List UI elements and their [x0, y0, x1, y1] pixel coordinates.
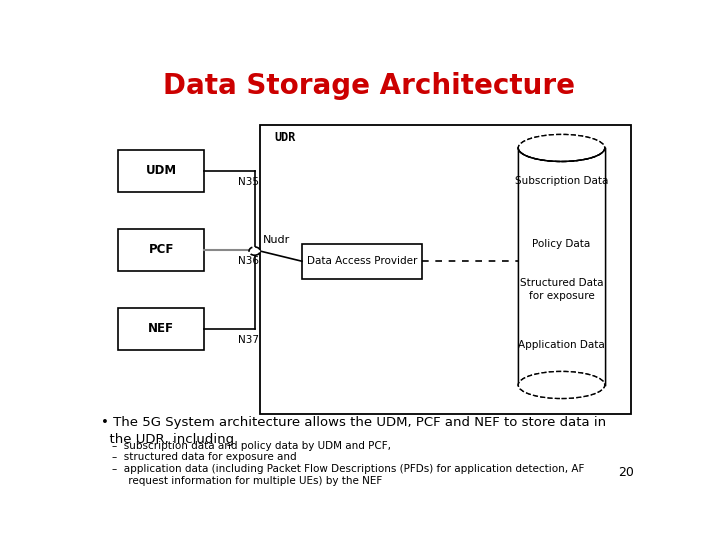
- Ellipse shape: [518, 372, 605, 399]
- Text: Subscription Data: Subscription Data: [515, 176, 608, 186]
- Text: –  subscription data and policy data by UDM and PCF,: – subscription data and policy data by U…: [112, 441, 392, 451]
- Text: –  application data (including Packet Flow Descriptions (PFDs) for application d: – application data (including Packet Flo…: [112, 464, 585, 487]
- Text: Data Access Provider: Data Access Provider: [307, 256, 417, 266]
- Bar: [518, 148, 605, 385]
- Bar: [118, 229, 204, 271]
- Bar: [260, 125, 631, 414]
- Text: Nudr: Nudr: [263, 235, 290, 245]
- Ellipse shape: [518, 134, 605, 161]
- Text: N35: N35: [238, 177, 259, 187]
- Text: –  structured data for exposure and: – structured data for exposure and: [112, 453, 297, 462]
- Text: N36: N36: [238, 256, 259, 266]
- Ellipse shape: [518, 134, 605, 161]
- Circle shape: [249, 247, 260, 255]
- Text: Data Storage Architecture: Data Storage Architecture: [163, 72, 575, 99]
- Text: N37: N37: [238, 335, 259, 345]
- Bar: [118, 150, 204, 192]
- Text: Policy Data: Policy Data: [532, 239, 590, 248]
- Text: NEF: NEF: [148, 322, 174, 335]
- Text: PCF: PCF: [148, 244, 174, 256]
- Ellipse shape: [518, 372, 605, 399]
- Bar: [302, 244, 422, 279]
- Text: 20: 20: [618, 465, 634, 478]
- Text: Structured Data
for exposure: Structured Data for exposure: [520, 278, 603, 301]
- Text: Application Data: Application Data: [518, 340, 605, 350]
- Bar: [118, 308, 204, 349]
- Text: UDR: UDR: [274, 131, 295, 144]
- Text: UDM: UDM: [145, 164, 176, 177]
- Text: • The 5G System architecture allows the UDM, PCF and NEF to store data in
  the : • The 5G System architecture allows the …: [101, 416, 606, 446]
